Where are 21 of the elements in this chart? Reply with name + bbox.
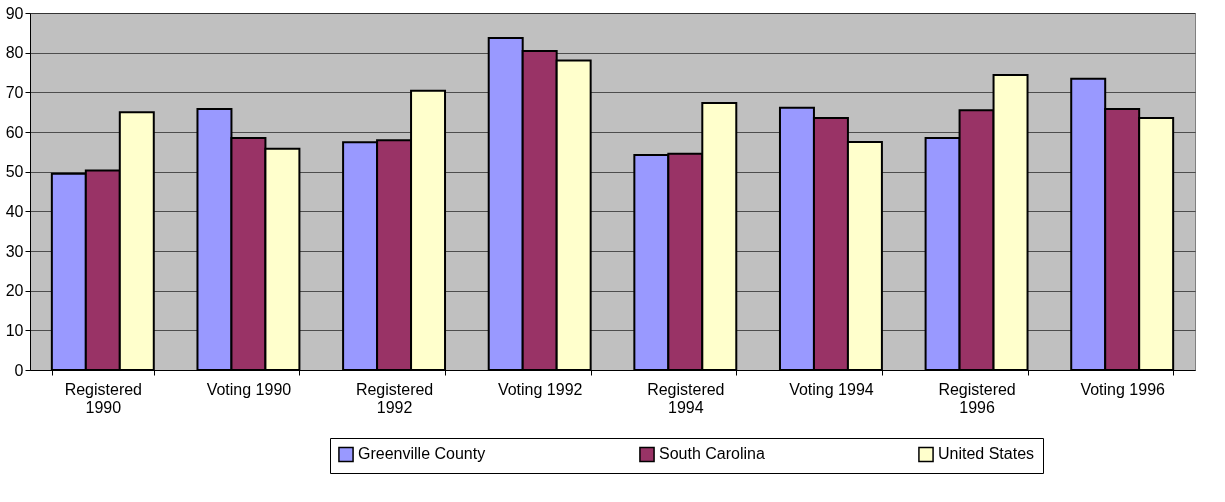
y-tick-label: 10: [5, 321, 24, 339]
legend-label: South Carolina: [659, 445, 765, 463]
y-tick-label: 40: [5, 202, 24, 220]
y-tick-label: 0: [14, 361, 24, 379]
y-tick-label: 80: [5, 44, 24, 62]
legend-label: United States: [938, 445, 1035, 463]
x-tick-label: Voting 1992: [497, 380, 583, 398]
x-tick-label: Registered 1996: [938, 380, 1016, 416]
legend-label: Greenville County: [358, 445, 486, 463]
x-tick-label: Voting 1996: [1080, 380, 1166, 398]
x-tick-label: Registered 1992: [355, 380, 434, 416]
x-tick-label: Voting 1994: [789, 380, 874, 398]
x-tick-label: Voting 1990: [206, 380, 292, 398]
y-tick-label: 60: [5, 123, 24, 141]
y-tick-label: 20: [5, 282, 24, 300]
x-tick-label: Registered 1994: [647, 380, 725, 416]
y-tick-label: 70: [5, 83, 24, 101]
y-tick-label: 30: [5, 242, 24, 260]
y-tick-label: 90: [5, 4, 24, 22]
y-tick-label: 50: [5, 163, 24, 181]
x-tick-label: Registered 1990: [64, 380, 142, 416]
